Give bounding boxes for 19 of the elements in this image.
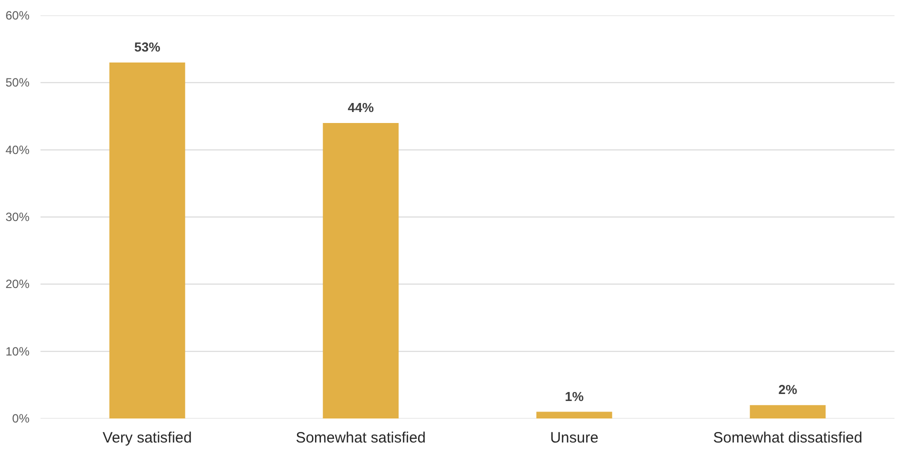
- bar: [109, 62, 186, 418]
- y-tick-label: 40%: [5, 142, 30, 157]
- x-tick-label: Very satisfied: [102, 430, 192, 446]
- y-tick-label: 0%: [12, 412, 30, 426]
- x-tick-label: Somewhat dissatisfied: [713, 430, 862, 446]
- data-label: 2%: [778, 382, 798, 398]
- data-label: 1%: [564, 388, 584, 404]
- y-tick-label: 50%: [5, 76, 30, 90]
- data-label: 44%: [348, 100, 374, 115]
- data-label: 53%: [134, 40, 161, 55]
- y-tick-label: 20%: [5, 277, 30, 292]
- x-tick-label: Somewhat satisfied: [296, 430, 426, 446]
- x-tick-label: Unsure: [550, 430, 598, 446]
- y-tick-label: 10%: [5, 344, 30, 358]
- bar: [322, 122, 399, 418]
- y-tick-label: 60%: [5, 8, 30, 22]
- bar: [750, 405, 826, 418]
- y-tick-label: 30%: [5, 210, 30, 224]
- bar: [536, 412, 612, 418]
